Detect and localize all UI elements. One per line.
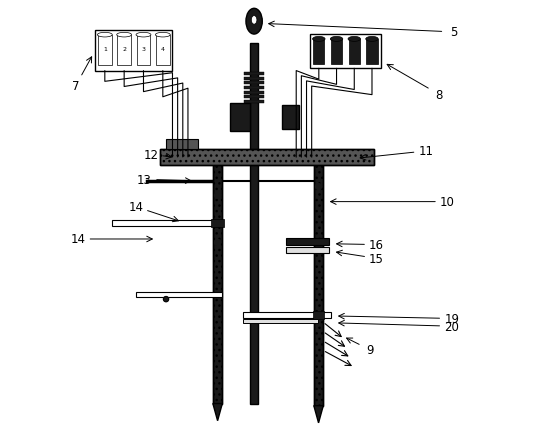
- Bar: [112, 221, 222, 227]
- Bar: [331, 40, 342, 64]
- Polygon shape: [213, 404, 222, 421]
- Text: 14: 14: [70, 233, 85, 246]
- Bar: [244, 92, 264, 94]
- Bar: [349, 40, 360, 64]
- Bar: [137, 36, 150, 66]
- Bar: [166, 140, 198, 149]
- Ellipse shape: [252, 16, 257, 25]
- Circle shape: [316, 184, 321, 190]
- Circle shape: [163, 297, 169, 302]
- Bar: [213, 163, 222, 404]
- Bar: [314, 163, 323, 406]
- Text: 5: 5: [450, 26, 458, 39]
- Polygon shape: [314, 406, 323, 423]
- Text: 14: 14: [129, 201, 144, 214]
- Bar: [250, 43, 258, 404]
- Ellipse shape: [312, 37, 325, 42]
- Text: 10: 10: [440, 196, 455, 209]
- Bar: [231, 104, 250, 132]
- Bar: [98, 36, 112, 66]
- Bar: [117, 36, 131, 66]
- Bar: [313, 311, 324, 319]
- Bar: [244, 319, 318, 323]
- Ellipse shape: [246, 9, 262, 35]
- Bar: [310, 35, 381, 69]
- Bar: [160, 149, 374, 166]
- Ellipse shape: [155, 33, 170, 38]
- Bar: [156, 36, 170, 66]
- Bar: [244, 101, 264, 104]
- Circle shape: [215, 240, 221, 246]
- Bar: [244, 87, 264, 90]
- Text: 16: 16: [369, 239, 384, 252]
- Text: 7: 7: [72, 80, 80, 93]
- Circle shape: [215, 193, 221, 199]
- Bar: [244, 96, 264, 99]
- Bar: [282, 106, 299, 129]
- Text: 8: 8: [435, 89, 443, 101]
- Bar: [160, 149, 374, 166]
- Bar: [244, 82, 264, 85]
- Text: 2: 2: [122, 46, 126, 52]
- Text: 1: 1: [103, 46, 107, 52]
- Bar: [286, 248, 329, 254]
- Text: 9: 9: [366, 344, 374, 356]
- Text: 15: 15: [369, 252, 384, 265]
- Text: 11: 11: [419, 145, 434, 158]
- Bar: [366, 40, 378, 64]
- Ellipse shape: [97, 33, 112, 38]
- Bar: [95, 31, 172, 71]
- Bar: [136, 292, 222, 297]
- Ellipse shape: [136, 33, 151, 38]
- Bar: [244, 313, 332, 318]
- Bar: [244, 73, 264, 76]
- Ellipse shape: [331, 37, 343, 42]
- Text: 19: 19: [444, 312, 459, 325]
- Text: 4: 4: [161, 46, 165, 52]
- Bar: [244, 77, 264, 80]
- Text: 20: 20: [444, 320, 459, 333]
- Text: 12: 12: [144, 148, 159, 162]
- Bar: [213, 163, 222, 404]
- Bar: [314, 163, 323, 406]
- Ellipse shape: [348, 37, 360, 42]
- Bar: [313, 40, 325, 64]
- Ellipse shape: [366, 37, 378, 42]
- Ellipse shape: [117, 33, 131, 38]
- Bar: [286, 239, 329, 245]
- Text: 3: 3: [142, 46, 145, 52]
- Bar: [211, 220, 224, 227]
- Text: 13: 13: [137, 173, 152, 186]
